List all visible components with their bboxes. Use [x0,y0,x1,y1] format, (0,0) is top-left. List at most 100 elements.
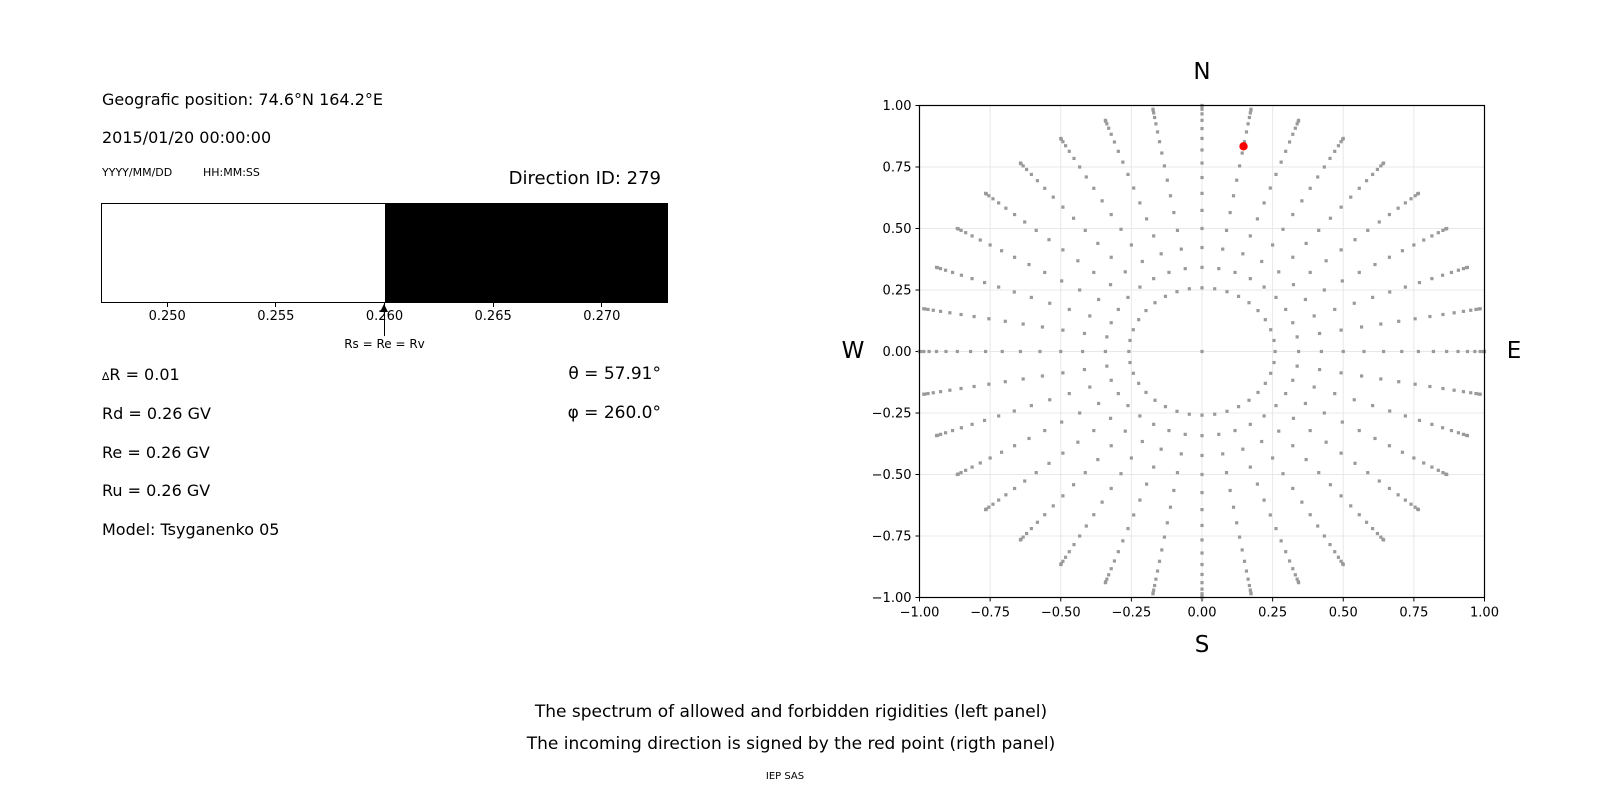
direction-dot [1461,390,1466,394]
direction-dot [1067,550,1071,554]
direction-dot [1200,161,1204,165]
direction-dot [1154,577,1158,581]
direction-dot [1200,191,1204,195]
tick-layer: −1.00 1.00 −0.75 0.75 −0.50 0.50 −0.25 0.25 0.00… [872,99,1499,621]
direction-dot [922,307,926,311]
direction-dot [1140,259,1144,264]
direction-dot [1167,428,1171,433]
direction-dot [1293,126,1297,130]
direction-dot [1107,126,1111,130]
x-tick-mark [166,303,168,307]
direction-dot [1078,165,1082,169]
direction-dot [1200,148,1204,152]
direction-dot [1248,234,1252,238]
direction-dot [1255,217,1260,221]
direction-dot [1388,409,1392,413]
direction-dot [1247,301,1251,305]
direction-dot [1478,307,1482,311]
direction-dot [1067,149,1071,153]
direction-dot [1445,472,1449,477]
direction-dot [1105,122,1109,126]
direction-dot [1291,444,1295,448]
direction-dot [1072,156,1076,161]
direction-dot [1322,534,1326,538]
direction-dot [1237,164,1242,168]
direction-dot [1131,371,1135,375]
direction-dot [931,391,935,395]
direction-dot [1339,451,1343,455]
direction-dot [1103,349,1107,354]
direction-dot [1038,349,1042,354]
direction-dot [1445,349,1449,354]
param-text: Re = 0.26 GV [102,442,210,462]
direction-dot [1291,378,1295,382]
direction-dot [1217,267,1221,271]
direction-dot [1003,319,1007,323]
direction-dot [931,308,935,312]
caption-line-2: The incoming direction is signed by the … [526,734,1056,754]
direction-dot [970,234,974,238]
direction-dot [1366,471,1370,475]
direction-dot [1092,270,1096,275]
direction-dot [1108,283,1113,287]
direction-dot [970,465,974,469]
direction-dot [1324,440,1328,444]
direction-dot [1221,247,1225,251]
direction-dot [1262,285,1266,289]
param-row: ∆R = 0.01 [102,365,180,384]
direction-dot [938,267,943,271]
direction-dot [1403,414,1407,418]
direction-dot [1248,588,1252,592]
direction-dot [968,349,973,354]
direction-dot [1287,140,1292,144]
direction-dot [1328,216,1333,220]
direction-dot [1228,210,1232,215]
direction-dot [1012,255,1017,259]
direction-dot [1291,416,1296,420]
direction-dot [1200,286,1204,290]
direction-dot [1379,164,1383,168]
direction-dot [1339,559,1343,563]
direction-dot [959,386,963,391]
direction-dot [1137,381,1141,385]
direction-dot [1103,581,1107,585]
direction-dot [1107,573,1111,577]
direction-dot [983,191,988,195]
direction-dot [1465,434,1470,438]
direction-dot [943,431,948,435]
direction-dot [1175,409,1179,413]
direction-dot [1152,588,1156,592]
direction-dot [1441,386,1445,391]
direction-dot [1291,321,1295,325]
direction-dot [1349,195,1353,199]
direction-dot [1187,412,1191,416]
direction-dot [1336,555,1341,559]
direction-dot [1371,295,1375,300]
direction-dot [1430,422,1434,426]
direction-dot [1340,420,1344,424]
direction-dot [1048,301,1052,305]
y-tick-label: 0.75 [883,161,912,176]
direction-dot [1023,220,1027,224]
direction-dot [1413,317,1417,321]
direction-dot [938,309,943,313]
direction-dot [964,468,968,472]
direction-dot [1452,388,1456,392]
direction-dot [1153,583,1157,588]
direction-dot [1400,249,1405,253]
direction-dot [1200,562,1204,567]
direction-dot [1175,228,1180,232]
direction-dot [1159,447,1163,451]
direction-dot [1047,461,1051,465]
direction-dot [1138,498,1142,502]
direction-dot [1059,562,1063,567]
direction-dot [926,391,930,396]
direction-dot [1144,482,1149,486]
direction-dot [1381,161,1386,165]
direction-dot [1364,179,1369,183]
direction-dot [997,285,1001,289]
direction-dot [1339,140,1343,144]
direction-dot [1231,505,1236,509]
caption-line-1: The spectrum of allowed and forbidden ri… [534,702,1048,722]
